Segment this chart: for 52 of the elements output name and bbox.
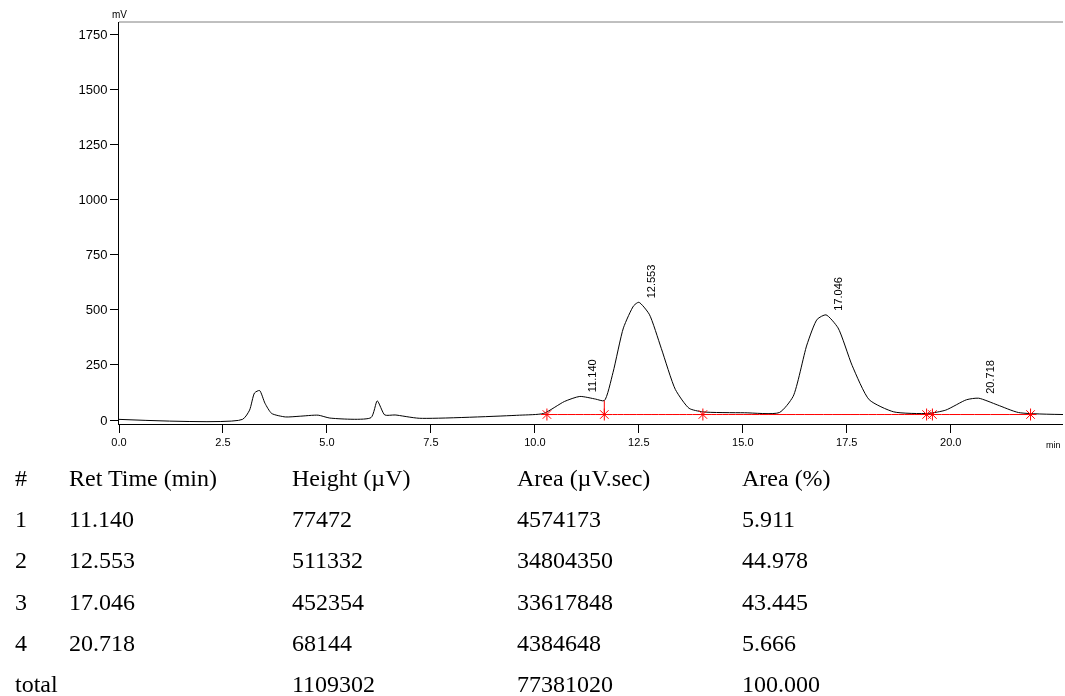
text: 68144 [292,630,352,656]
text: 452354 [292,589,364,615]
text: 34804350 [517,547,613,573]
x-tick-label: 2.5 [215,436,231,449]
annotation: 12.553 [644,264,657,299]
text: Ret Time (min) [69,465,218,491]
text: 511332 [292,547,364,573]
text: 5.666 [742,630,796,656]
text: 1 [15,506,27,532]
text: 4384648 [517,630,601,656]
y-tick-label: 500 [85,302,108,318]
text: 3 [15,589,27,615]
x-tick-label: 10.0 [524,436,546,449]
x-tick-label: 20.0 [940,436,962,449]
text: 4574173 [517,506,601,532]
text: 12.553 [69,547,135,573]
text: 11.140 [69,506,135,532]
text: total [15,671,58,696]
text: 77381020 [517,671,613,696]
y-tick-label: 1000 [78,192,108,208]
text: Height (µV) [292,465,411,491]
text: 33617848 [517,589,613,615]
y-tick-label: 1500 [78,81,108,97]
text: 20.718 [69,630,135,656]
text: Area (%) [742,465,831,491]
text: Area (µV.sec) [517,465,651,491]
text: 4 [15,630,27,656]
annotation: 20.718 [984,360,997,394]
text: # [15,465,27,491]
text: 2 [15,547,27,573]
y-tick-label: 0 [100,412,108,428]
text: 1109302 [292,671,376,696]
y-tick-label: 750 [85,247,108,263]
y-axis-title: mV [112,9,128,20]
text: 100.000 [742,671,820,696]
annotation: 11.140 [586,359,599,393]
x-tick-label: 7.5 [423,436,439,449]
annotation: 17.046 [832,277,845,311]
x-tick-label: 15.0 [732,436,754,449]
x-axis-title: min [1046,440,1061,450]
y-tick-label: 1750 [78,26,108,42]
text: 43.445 [742,589,808,615]
text: 5.911 [742,506,796,532]
x-tick-label: 12.5 [628,436,650,449]
text: 17.046 [69,589,135,615]
text: 77472 [292,506,352,532]
y-tick-label: 250 [85,357,108,373]
y-tick-label: 1250 [78,136,108,152]
text: 44.978 [742,547,808,573]
x-tick-label: 5.0 [319,436,335,449]
x-tick-label: 17.5 [836,436,858,449]
x-tick-label: 0.0 [111,436,127,449]
